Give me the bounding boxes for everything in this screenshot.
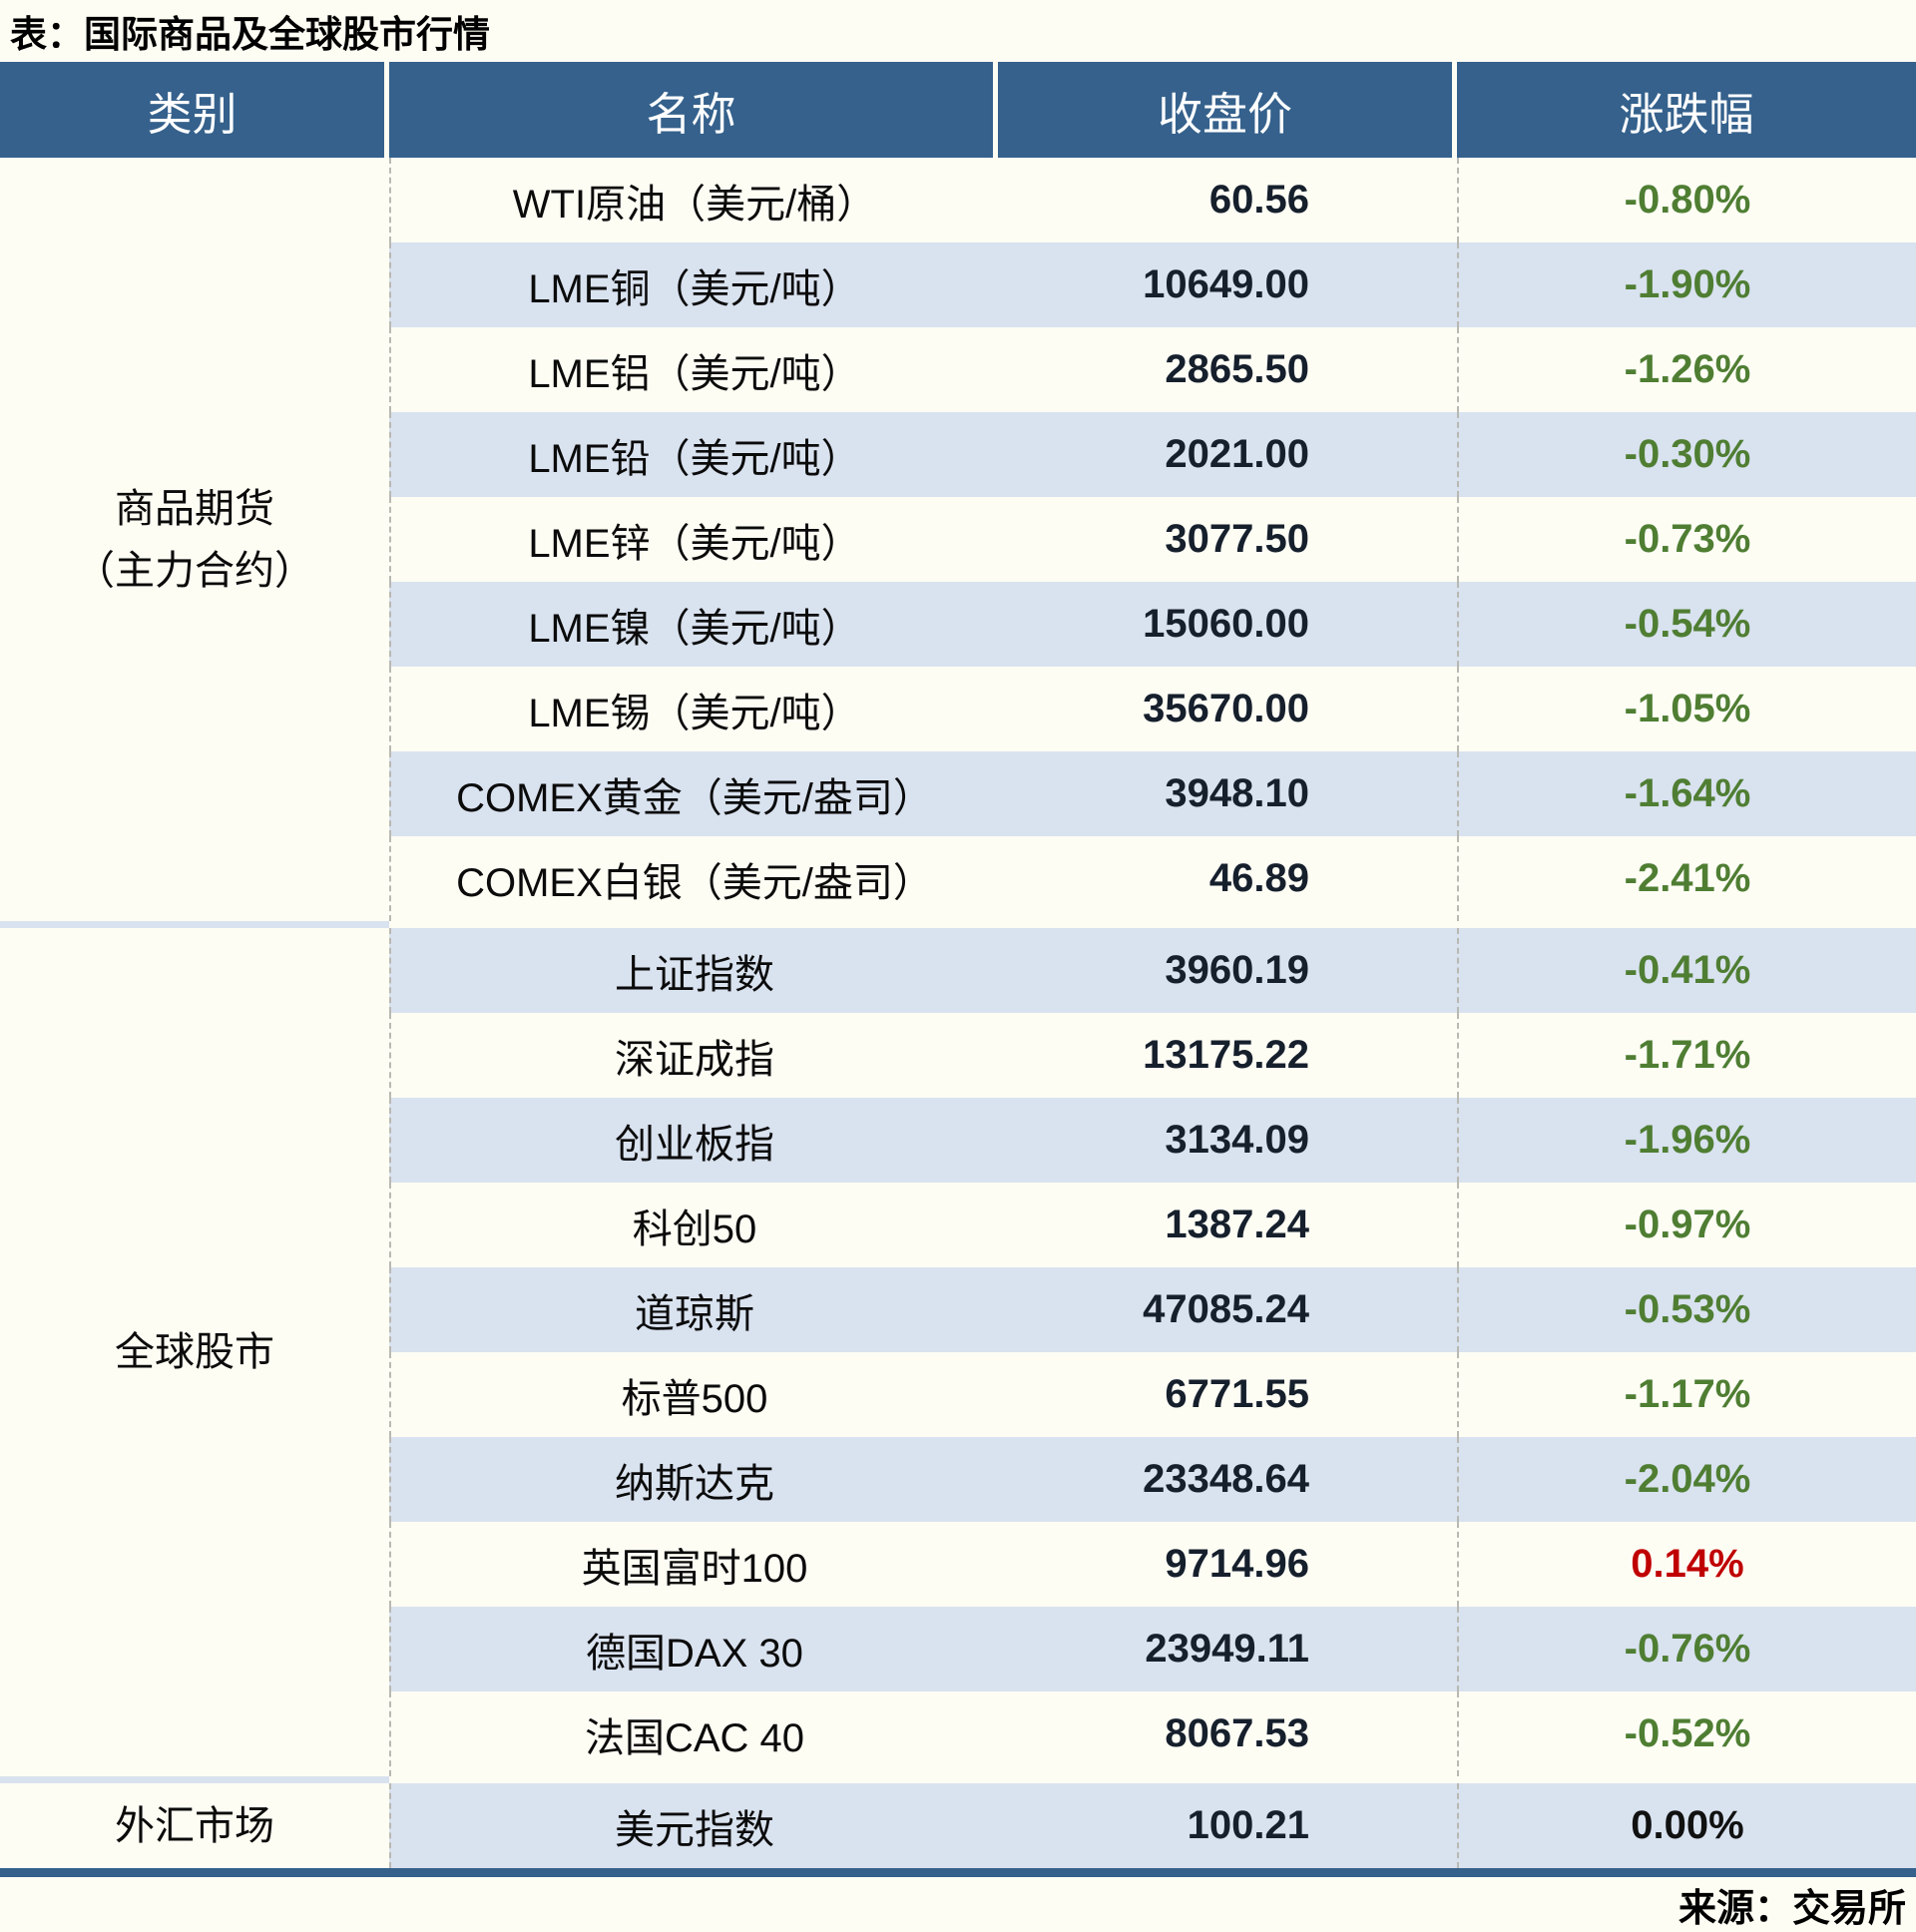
instrument-name: 上证指数	[389, 928, 998, 1013]
close-price: 3134.09	[998, 1098, 1457, 1183]
table-section: 外汇市场 美元指数 100.21 0.00%	[0, 1783, 1916, 1868]
category-cell: 全球股市	[0, 928, 389, 1776]
change-percent: -0.76%	[1457, 1607, 1916, 1691]
instrument-name: 德国DAX 30	[389, 1607, 998, 1691]
close-price: 8067.53	[998, 1691, 1457, 1776]
instrument-name: 道琼斯	[389, 1267, 998, 1352]
change-percent: -0.30%	[1457, 412, 1916, 497]
change-percent: -1.17%	[1457, 1352, 1916, 1437]
close-price: 10649.00	[998, 242, 1457, 327]
table-section: 全球股市 上证指数 3960.19 -0.41% 深证成指 13175.22 -1.71% 创…	[0, 928, 1916, 1776]
instrument-name: LME镍（美元/吨）	[389, 582, 998, 667]
column-header-category: 类别	[0, 62, 389, 158]
section-divider	[0, 1776, 1916, 1783]
category-label: 外汇市场	[115, 1803, 274, 1848]
change-percent: -0.53%	[1457, 1267, 1916, 1352]
close-price: 100.21	[998, 1783, 1457, 1868]
close-price: 3948.10	[998, 751, 1457, 836]
change-percent: -2.04%	[1457, 1437, 1916, 1522]
close-price: 1387.24	[998, 1183, 1457, 1267]
change-percent: -1.90%	[1457, 242, 1916, 327]
change-percent: -1.71%	[1457, 1013, 1916, 1098]
instrument-name: COMEX黄金（美元/盎司）	[389, 751, 998, 836]
close-price: 2865.50	[998, 327, 1457, 412]
instrument-name: LME铝（美元/吨）	[389, 327, 998, 412]
close-price: 35670.00	[998, 667, 1457, 751]
category-label: 商品期货	[115, 486, 274, 531]
close-price: 3960.19	[998, 928, 1457, 1013]
category-cell: 商品期货 （主力合约）	[0, 158, 389, 921]
instrument-name: 科创50	[389, 1183, 998, 1267]
change-percent: -0.54%	[1457, 582, 1916, 667]
change-percent: -1.26%	[1457, 327, 1916, 412]
category-label-line2: （主力合约）	[75, 548, 314, 593]
close-price: 3077.50	[998, 497, 1457, 582]
close-price: 9714.96	[998, 1522, 1457, 1607]
close-price: 47085.24	[998, 1267, 1457, 1352]
close-price: 60.56	[998, 158, 1457, 242]
instrument-name: 深证成指	[389, 1013, 998, 1098]
change-percent: -1.96%	[1457, 1098, 1916, 1183]
change-percent: -0.52%	[1457, 1691, 1916, 1776]
change-percent: -0.73%	[1457, 497, 1916, 582]
instrument-name: COMEX白银（美元/盎司）	[389, 836, 998, 921]
close-price: 23949.11	[998, 1607, 1457, 1691]
column-header-change: 涨跌幅	[1457, 62, 1916, 158]
category-cell: 外汇市场	[0, 1783, 389, 1868]
instrument-name: 法国CAC 40	[389, 1691, 998, 1776]
change-percent: 0.00%	[1457, 1783, 1916, 1868]
change-percent: -0.80%	[1457, 158, 1916, 242]
close-price: 46.89	[998, 836, 1457, 921]
section-divider	[0, 921, 1916, 928]
change-percent: -0.97%	[1457, 1183, 1916, 1267]
instrument-name: 美元指数	[389, 1783, 998, 1868]
change-percent: 0.14%	[1457, 1522, 1916, 1607]
table-title: 表：国际商品及全球股市行情	[10, 14, 490, 55]
instrument-name: 创业板指	[389, 1098, 998, 1183]
instrument-name: LME锡（美元/吨）	[389, 667, 998, 751]
market-table-body: 商品期货 （主力合约） WTI原油（美元/桶） 60.56 -0.80% LME铜（美元/…	[0, 158, 1916, 1868]
close-price: 13175.22	[998, 1013, 1457, 1098]
source-note: 来源：交易所	[1677, 1887, 1906, 1930]
instrument-name: LME锌（美元/吨）	[389, 497, 998, 582]
column-header-name: 名称	[389, 62, 998, 158]
change-percent: -2.41%	[1457, 836, 1916, 921]
close-price: 15060.00	[998, 582, 1457, 667]
instrument-name: 纳斯达克	[389, 1437, 998, 1522]
table-section: 商品期货 （主力合约） WTI原油（美元/桶） 60.56 -0.80% LME铜（美元/…	[0, 158, 1916, 921]
table-bottom-border	[0, 1868, 1916, 1877]
instrument-name: 英国富时100	[389, 1522, 998, 1607]
close-price: 2021.00	[998, 412, 1457, 497]
close-price: 6771.55	[998, 1352, 1457, 1437]
category-label: 全球股市	[115, 1330, 274, 1374]
instrument-name: 标普500	[389, 1352, 998, 1437]
change-percent: -0.41%	[1457, 928, 1916, 1013]
table-header-row: 类别 名称 收盘价 涨跌幅	[0, 62, 1916, 158]
instrument-name: WTI原油（美元/桶）	[389, 158, 998, 242]
instrument-name: LME铅（美元/吨）	[389, 412, 998, 497]
change-percent: -1.05%	[1457, 667, 1916, 751]
column-header-close: 收盘价	[998, 62, 1457, 158]
instrument-name: LME铜（美元/吨）	[389, 242, 998, 327]
change-percent: -1.64%	[1457, 751, 1916, 836]
close-price: 23348.64	[998, 1437, 1457, 1522]
